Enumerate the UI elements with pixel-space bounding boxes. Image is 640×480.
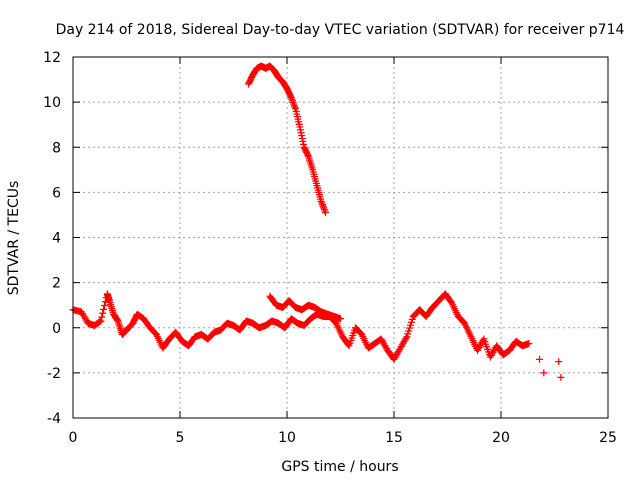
y-tick-label: 2 bbox=[52, 276, 61, 292]
data-point bbox=[402, 334, 410, 342]
data-point bbox=[100, 302, 108, 310]
data-point bbox=[96, 318, 104, 326]
series-group bbox=[244, 62, 330, 217]
data-point bbox=[100, 305, 108, 313]
x-tick-label: 25 bbox=[599, 430, 617, 446]
data-point bbox=[337, 315, 344, 323]
data-point bbox=[318, 199, 326, 207]
data-point bbox=[322, 209, 330, 217]
data-point bbox=[321, 207, 329, 215]
data-point bbox=[557, 373, 565, 381]
y-tick-label: 12 bbox=[43, 50, 61, 66]
data-point bbox=[525, 340, 533, 348]
x-tick-labels: 0 5 10 15 20 25 bbox=[69, 430, 617, 446]
series-group bbox=[69, 290, 533, 363]
data-point bbox=[290, 102, 298, 110]
data-point bbox=[320, 205, 328, 213]
y-tick-label: 6 bbox=[52, 185, 61, 201]
grid-lines bbox=[73, 57, 608, 418]
x-tick-label: 10 bbox=[278, 430, 296, 446]
data-point bbox=[288, 95, 296, 103]
y-tick-label: -4 bbox=[47, 411, 61, 427]
x-tick-label: 15 bbox=[385, 430, 403, 446]
data-points bbox=[69, 62, 565, 381]
data-point bbox=[97, 317, 105, 325]
data-point bbox=[99, 309, 107, 317]
y-tick-label: 4 bbox=[52, 231, 61, 247]
data-point bbox=[291, 103, 299, 111]
data-point bbox=[319, 202, 327, 210]
data-point bbox=[98, 313, 106, 321]
data-point bbox=[287, 94, 295, 102]
data-point bbox=[290, 100, 298, 108]
data-point bbox=[289, 98, 297, 106]
y-tick-label: 8 bbox=[52, 140, 61, 156]
chart-title: Day 214 of 2018, Sidereal Day-to-day VTE… bbox=[56, 22, 625, 38]
y-tick-label: 0 bbox=[52, 321, 61, 337]
data-point bbox=[317, 197, 325, 205]
x-tick-label: 20 bbox=[492, 430, 510, 446]
y-tick-label: -2 bbox=[47, 366, 61, 382]
x-tick-label: 0 bbox=[69, 430, 78, 446]
data-point bbox=[536, 355, 544, 363]
data-point bbox=[318, 201, 326, 209]
series-group bbox=[266, 292, 344, 323]
series-group bbox=[536, 355, 565, 381]
data-point bbox=[320, 204, 328, 212]
y-tick-labels: -4 -2 0 2 4 6 8 10 12 bbox=[43, 50, 61, 427]
data-point bbox=[289, 97, 297, 105]
y-axis-label: SDTVAR / TECUs bbox=[6, 181, 22, 296]
data-point bbox=[540, 369, 548, 377]
x-tick-label: 5 bbox=[176, 430, 185, 446]
x-axis-label: GPS time / hours bbox=[281, 459, 398, 475]
y-tick-label: 10 bbox=[43, 95, 61, 111]
plot-frame bbox=[72, 56, 609, 419]
data-point bbox=[304, 151, 312, 159]
data-point bbox=[555, 358, 563, 366]
